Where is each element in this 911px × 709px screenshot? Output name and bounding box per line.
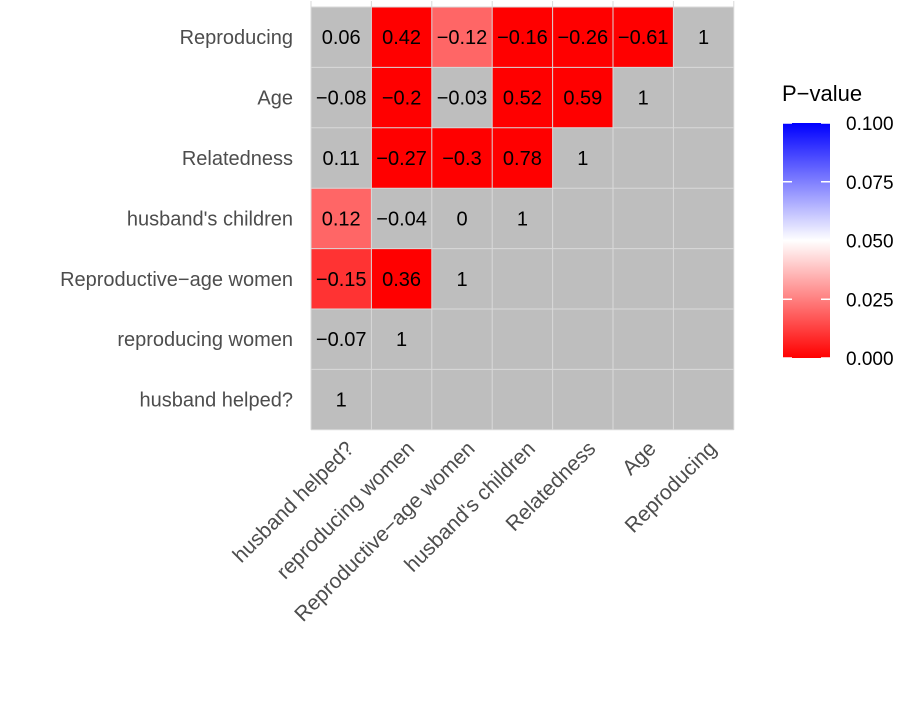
cell-value-label: −0.2 <box>382 88 421 110</box>
cell-value-label: −0.61 <box>618 27 669 49</box>
heatmap-cell <box>311 127 372 189</box>
grid-lines <box>310 1 735 431</box>
cell-value-label: 1 <box>396 329 407 351</box>
heatmap-cell <box>371 188 432 249</box>
heatmap-cell <box>552 127 613 189</box>
legend-tick-label: 0.000 <box>846 349 894 370</box>
y-axis-label: Relatedness <box>182 148 293 170</box>
heatmap-cell <box>492 188 553 249</box>
heatmap-cell <box>613 7 674 68</box>
heatmap-cell <box>673 369 734 430</box>
heatmap-cell <box>613 188 674 249</box>
heatmap-cell <box>431 309 493 370</box>
heatmap-cell <box>552 309 613 370</box>
heatmap-cell <box>552 67 613 128</box>
heatmap-cell <box>311 369 372 430</box>
heatmap-cell <box>492 248 553 309</box>
heatmap-cell <box>613 369 674 430</box>
heatmap-cell <box>492 127 553 189</box>
cell-value-label: 1 <box>698 27 709 49</box>
legend-tick-label: 0.100 <box>846 114 894 135</box>
cell-value-label: 1 <box>456 269 467 291</box>
cell-value-label: 1 <box>336 390 347 412</box>
x-axis-label: Age <box>618 437 661 480</box>
legend-ticks: 0.100 0.075 0.050 0.025 0.000 <box>783 114 894 370</box>
heatmap-cell <box>613 127 674 189</box>
y-axis-label: reproducing women <box>117 329 293 351</box>
cell-value-label: −0.26 <box>557 27 608 49</box>
cell-value-label: −0.15 <box>316 269 367 291</box>
heatmap-cell <box>431 7 493 68</box>
heatmap-cell <box>613 248 674 309</box>
legend-title: P−value <box>782 81 862 106</box>
heatmap-cell <box>371 248 432 309</box>
heatmap-cell <box>431 369 493 430</box>
legend-tick-label: 0.025 <box>846 290 894 311</box>
cell-value-labels: 1 −0.07 1 −0.15 0.36 1 0.12 −0.04 0 1 0.11 −0.27 −0.… <box>316 27 709 411</box>
y-axis-label: Age <box>257 88 293 110</box>
y-axis-label: Reproducing <box>180 27 293 49</box>
cell-value-label: −0.08 <box>316 88 367 110</box>
x-axis-labels: husband helped?reproducing womenReproduc… <box>229 437 722 626</box>
heatmap-cell <box>311 309 372 370</box>
cell-value-label: 0.36 <box>382 269 421 291</box>
heatmap-cell <box>371 67 432 128</box>
heatmap-cell <box>673 127 734 189</box>
heatmap-cell <box>552 369 613 430</box>
y-axis-labels: husband helped? reproducing women Reproduc… <box>60 27 293 411</box>
cell-value-label: −0.12 <box>437 27 488 49</box>
cell-value-label: −0.03 <box>437 88 488 110</box>
y-axis-label: Reproductive−age women <box>60 269 293 291</box>
legend-tick-label: 0.075 <box>846 173 894 194</box>
cell-value-label: 0.59 <box>563 88 602 110</box>
heatmap-cell <box>673 67 734 128</box>
heatmap-cells <box>311 7 734 430</box>
heatmap-cell <box>492 309 553 370</box>
heatmap-cell <box>311 248 372 309</box>
heatmap-cell <box>492 369 553 430</box>
cell-value-label: 0.78 <box>503 148 542 170</box>
heatmap-cell <box>371 369 432 430</box>
cell-value-label: 0.52 <box>503 88 542 110</box>
heatmap-cell <box>431 248 493 309</box>
heatmap-cell <box>673 188 734 249</box>
heatmap-cell <box>371 7 432 68</box>
cell-value-label: 0.42 <box>382 27 421 49</box>
y-axis-label: husband's children <box>127 208 293 230</box>
cell-value-label: 1 <box>517 208 528 230</box>
heatmap-cell <box>492 7 553 68</box>
cell-value-label: 0.12 <box>322 208 361 230</box>
heatmap-cell <box>371 309 432 370</box>
cell-value-label: −0.16 <box>497 27 548 49</box>
heatmap-cell <box>492 67 553 128</box>
cell-value-label: −0.07 <box>316 329 367 351</box>
heatmap-cell <box>613 67 674 128</box>
heatmap-cell <box>552 188 613 249</box>
y-axis-label: husband helped? <box>140 390 293 412</box>
p-value-legend: P−value 0.100 0.075 0.050 0.025 0.000 <box>782 81 894 370</box>
heatmap-cell <box>673 309 734 370</box>
cell-value-label: −0.27 <box>376 148 427 170</box>
heatmap-cell <box>371 127 432 189</box>
heatmap-cell <box>673 7 734 68</box>
heatmap-cell <box>431 127 493 189</box>
cell-value-label: 0 <box>456 208 467 230</box>
heatmap-cell <box>673 248 734 309</box>
heatmap-cell <box>431 67 493 128</box>
heatmap-cell <box>552 7 613 68</box>
cell-value-label: 1 <box>577 148 588 170</box>
heatmap-cell <box>552 248 613 309</box>
cell-value-label: −0.04 <box>376 208 427 230</box>
heatmap-cell <box>613 309 674 370</box>
cell-value-label: 1 <box>638 88 649 110</box>
cell-value-label: 0.06 <box>322 27 361 49</box>
legend-tick-label: 0.050 <box>846 232 894 253</box>
cell-value-label: −0.3 <box>442 148 481 170</box>
cell-value-label: 0.11 <box>322 148 359 170</box>
heatmap-cell <box>311 7 372 68</box>
heatmap-cell <box>311 67 372 128</box>
heatmap-cell <box>311 188 372 249</box>
heatmap-cell <box>431 188 493 249</box>
